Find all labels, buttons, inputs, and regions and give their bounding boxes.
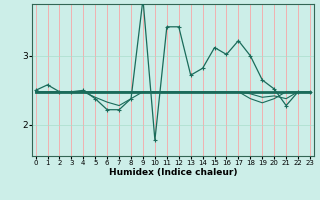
X-axis label: Humidex (Indice chaleur): Humidex (Indice chaleur) <box>108 168 237 177</box>
